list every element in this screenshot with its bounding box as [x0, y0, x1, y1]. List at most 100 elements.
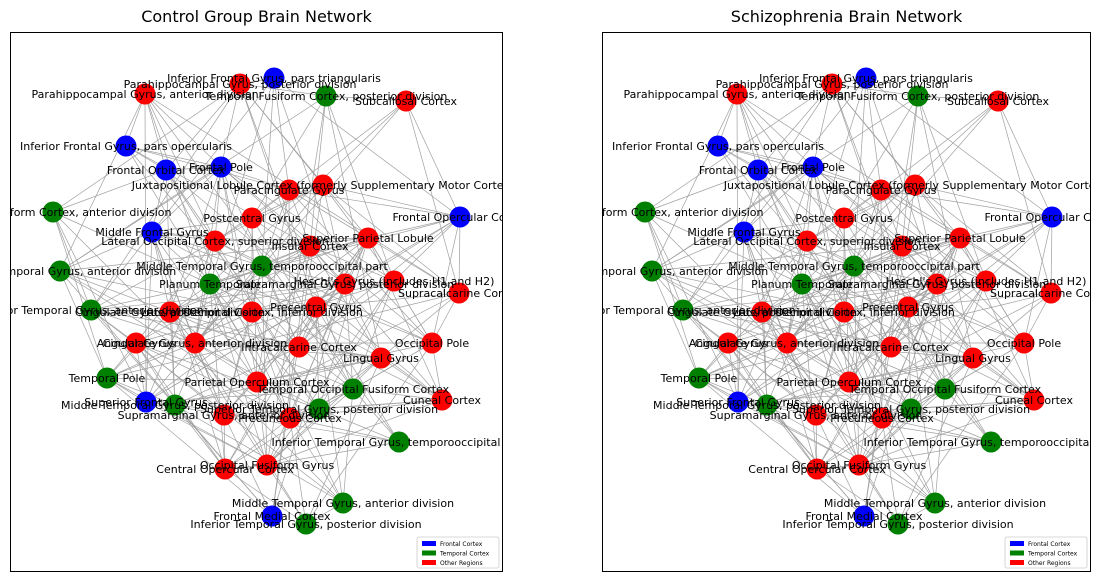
network-edge	[910, 237, 961, 410]
network-edge	[843, 217, 938, 285]
node-other	[776, 332, 798, 354]
network-edge	[151, 231, 382, 359]
node-temporal	[843, 255, 865, 277]
network-edge	[223, 306, 317, 416]
network-edge	[251, 184, 324, 219]
network-edge	[318, 399, 443, 410]
network-edge	[144, 93, 222, 168]
node-other	[975, 270, 997, 292]
node-label: Inferior Temporal Gyrus, posterior divis…	[190, 518, 421, 531]
network-edge	[52, 211, 92, 311]
network-edge	[801, 283, 883, 419]
node-label: Precuneous Cortex	[238, 412, 342, 425]
node-other	[838, 371, 860, 393]
node-other	[848, 454, 870, 476]
legend-swatch	[422, 541, 436, 546]
network-edge	[907, 306, 992, 443]
node-label: Postcentral Gyrus	[795, 212, 892, 225]
network-edge	[214, 184, 324, 242]
node-label: Parahippocampal Gyrus, posterior divisio…	[124, 78, 357, 91]
node-other	[833, 207, 855, 229]
node-frontal	[135, 391, 157, 413]
network-edge	[151, 231, 433, 344]
node-temporal	[315, 85, 337, 107]
network-edge	[815, 265, 855, 416]
network-edge	[174, 346, 300, 406]
network-edge	[737, 240, 808, 403]
legend-swatch	[422, 560, 436, 565]
network-edge	[901, 245, 1035, 401]
node-label: Middle Temporal Gyrus, posterior divisio…	[653, 399, 881, 412]
network-edge	[816, 468, 899, 525]
node-label: Superior Temporal Gyrus, posterior divis…	[200, 403, 438, 416]
network-edge	[853, 265, 860, 466]
node-label: Supramarginal Gyrus, posterior division	[236, 278, 455, 291]
network-edge	[717, 145, 814, 168]
network-edge	[743, 231, 1025, 344]
legend-label: Temporal Cortex	[439, 551, 490, 558]
network-edge	[165, 169, 320, 410]
network-edge	[812, 166, 1025, 344]
network-edge	[298, 346, 382, 359]
node-label: Postcentral Gyrus	[203, 212, 300, 225]
node-label: Supracalcarine Cortex	[990, 287, 1104, 300]
node-other	[431, 389, 453, 411]
network-edge	[209, 283, 226, 470]
node-label: Frontal Medial Cortex	[213, 510, 331, 523]
network-edge	[985, 216, 1053, 282]
network-edge	[917, 95, 999, 102]
node-other	[726, 83, 748, 105]
network-edge	[224, 408, 320, 470]
network-edge	[757, 83, 833, 171]
network-edge	[322, 184, 460, 294]
node-label: Cuneal Cortex	[995, 394, 1074, 407]
network-edge	[858, 280, 987, 466]
network-edge	[224, 417, 291, 470]
network-edge	[261, 189, 290, 267]
network-edge	[165, 83, 241, 171]
network-edge	[761, 311, 946, 390]
network-edge	[90, 83, 241, 311]
network-edge	[727, 342, 768, 406]
node-temporal	[900, 398, 922, 420]
network-edge	[273, 77, 461, 218]
network-edge	[843, 306, 909, 313]
network-edge	[910, 399, 1035, 410]
network-edge	[151, 231, 171, 313]
network-edge	[52, 83, 241, 213]
node-temporal	[980, 431, 1002, 453]
network-edge	[815, 414, 883, 419]
node-label: Middle Frontal Gyrus	[95, 226, 208, 239]
node-temporal	[634, 201, 656, 223]
network-edge	[717, 145, 903, 247]
network-edge	[393, 280, 433, 344]
network-edge	[831, 83, 919, 97]
legend: Frontal Cortex Temporal Cortex Other Regio…	[1004, 536, 1088, 569]
network-edge	[972, 357, 1035, 401]
network-edge	[843, 217, 946, 390]
network-edge	[59, 95, 327, 272]
network-edge	[727, 342, 817, 416]
node-label: Parahippocampal Gyrus, posterior divisio…	[716, 78, 949, 91]
node-label: Superior Frontal Gyrus	[84, 396, 208, 409]
node-label: Insular Cortex	[863, 240, 941, 253]
network-edge	[174, 404, 226, 470]
network-edge	[848, 342, 1025, 383]
legend-swatch	[1010, 550, 1024, 556]
legend-box	[1004, 536, 1088, 569]
network-edge	[214, 240, 320, 410]
network-edge	[743, 231, 808, 242]
network-edge	[737, 401, 992, 443]
network-edge	[90, 309, 176, 406]
network-edge	[761, 283, 938, 313]
network-edge	[959, 216, 1053, 239]
network-edge	[651, 270, 763, 313]
network-edge	[169, 283, 346, 313]
control-panel-title: Control Group Brain Network	[141, 7, 372, 26]
network-edge	[458, 216, 461, 294]
network-edge	[644, 211, 803, 285]
network-edge	[682, 309, 768, 406]
network-edge	[831, 83, 946, 390]
network-edge	[698, 377, 768, 406]
node-temporal	[924, 492, 946, 514]
